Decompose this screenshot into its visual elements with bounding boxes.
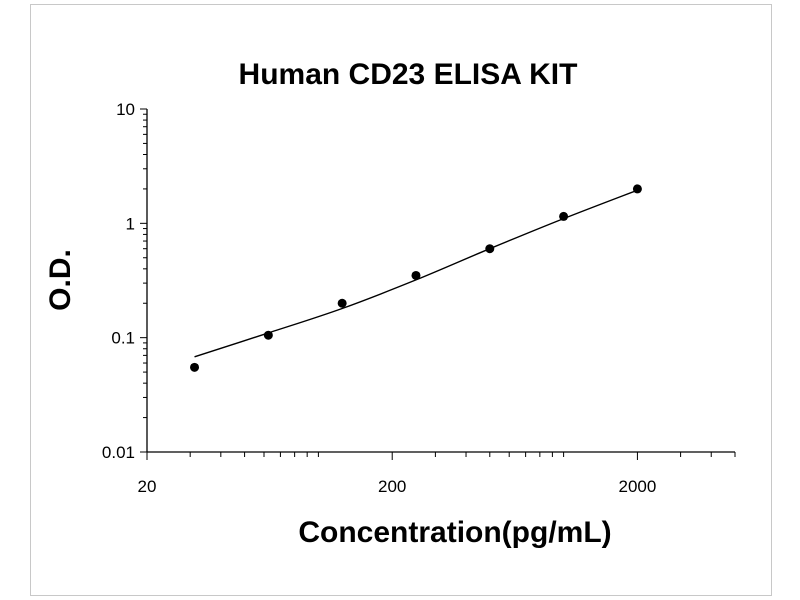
data-point — [337, 298, 347, 308]
y-axis-label: O.D. — [44, 249, 77, 311]
x-axis-label: Concentration(pg/mL) — [298, 516, 611, 549]
x-tick-label: 200 — [378, 477, 406, 496]
chart-title: Human CD23 ELISA KIT — [239, 58, 578, 91]
y-tick-label: 1 — [126, 214, 135, 233]
data-points-group — [190, 184, 642, 372]
y-tick-label: 0.01 — [102, 443, 135, 462]
data-point — [411, 270, 421, 280]
y-tick-label: 10 — [116, 100, 135, 119]
x-tick-label: 2000 — [619, 477, 657, 496]
data-point — [559, 211, 569, 221]
axes — [146, 109, 735, 453]
y-tick-label: 0.1 — [111, 329, 135, 348]
data-point — [263, 330, 273, 340]
data-point — [632, 184, 642, 194]
tick-marks — [140, 108, 736, 460]
data-point — [190, 362, 200, 372]
x-tick-label: 20 — [138, 477, 157, 496]
data-point — [485, 244, 495, 254]
chart-frame — [30, 4, 772, 596]
